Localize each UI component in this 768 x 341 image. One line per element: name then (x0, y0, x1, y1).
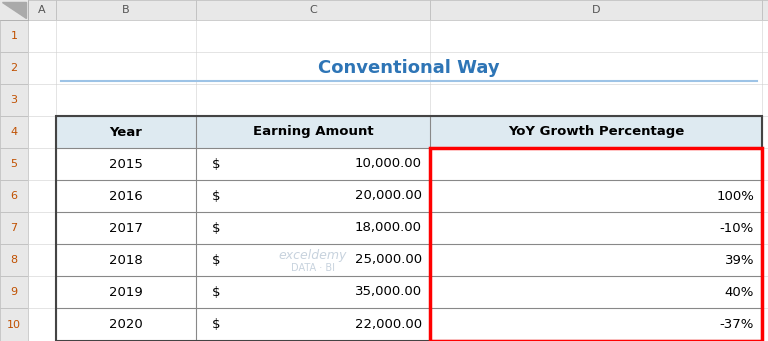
Bar (56, 116, 762, 148)
Text: 2020: 2020 (109, 318, 143, 331)
Bar (0, 148, 28, 180)
Bar (0, 20, 28, 52)
Text: 40%: 40% (725, 285, 754, 298)
Text: $: $ (212, 318, 220, 331)
Text: $: $ (212, 285, 220, 298)
Text: $: $ (212, 253, 220, 267)
Text: 25,000.00: 25,000.00 (355, 253, 422, 267)
Text: 2015: 2015 (109, 158, 143, 170)
Text: Earning Amount: Earning Amount (253, 125, 373, 138)
Bar (196, 0, 430, 20)
Text: 2018: 2018 (109, 253, 143, 267)
Text: A: A (38, 5, 46, 15)
Bar (0, 276, 28, 308)
Bar (0, 212, 28, 244)
Text: DATA · BI: DATA · BI (291, 263, 335, 273)
Bar (430, 0, 762, 20)
Text: -10%: -10% (720, 222, 754, 235)
Text: -37%: -37% (720, 318, 754, 331)
Text: 6: 6 (11, 191, 18, 201)
Polygon shape (2, 2, 26, 18)
Bar (762, 0, 768, 20)
Text: 7: 7 (11, 223, 18, 233)
Text: 22,000.00: 22,000.00 (355, 318, 422, 331)
Bar (0, 180, 28, 212)
Text: 2016: 2016 (109, 190, 143, 203)
Text: $: $ (212, 190, 220, 203)
Text: D: D (592, 5, 601, 15)
Bar (0, 308, 28, 341)
Bar (0, 244, 28, 276)
Bar (0, 84, 28, 116)
Text: 100%: 100% (716, 190, 754, 203)
Bar (0, 0, 768, 20)
Text: 2017: 2017 (109, 222, 143, 235)
Text: 2019: 2019 (109, 285, 143, 298)
Text: YoY Growth Percentage: YoY Growth Percentage (508, 125, 684, 138)
Bar (56, 116, 762, 341)
Text: $: $ (212, 158, 220, 170)
Text: Conventional Way: Conventional Way (318, 59, 500, 77)
Bar (430, 148, 762, 341)
Bar (0, 52, 28, 84)
Bar (56, 0, 196, 20)
Bar (0, 116, 28, 148)
Text: 9: 9 (11, 287, 18, 297)
Text: 35,000.00: 35,000.00 (355, 285, 422, 298)
Text: 10: 10 (7, 320, 21, 329)
Text: 39%: 39% (724, 253, 754, 267)
Bar (0, 0, 28, 341)
Bar (28, 0, 56, 20)
Text: 10,000.00: 10,000.00 (355, 158, 422, 170)
Text: 20,000.00: 20,000.00 (355, 190, 422, 203)
Text: C: C (310, 5, 317, 15)
Text: 4: 4 (11, 127, 18, 137)
Text: exceldemy: exceldemy (279, 250, 347, 263)
Text: 5: 5 (11, 159, 18, 169)
Bar (56, 116, 762, 341)
Text: $: $ (212, 222, 220, 235)
Text: B: B (122, 5, 130, 15)
Text: 2: 2 (11, 63, 18, 73)
Text: 3: 3 (11, 95, 18, 105)
Text: 8: 8 (11, 255, 18, 265)
Text: Year: Year (110, 125, 142, 138)
Text: 18,000.00: 18,000.00 (355, 222, 422, 235)
Text: 1: 1 (11, 31, 18, 41)
